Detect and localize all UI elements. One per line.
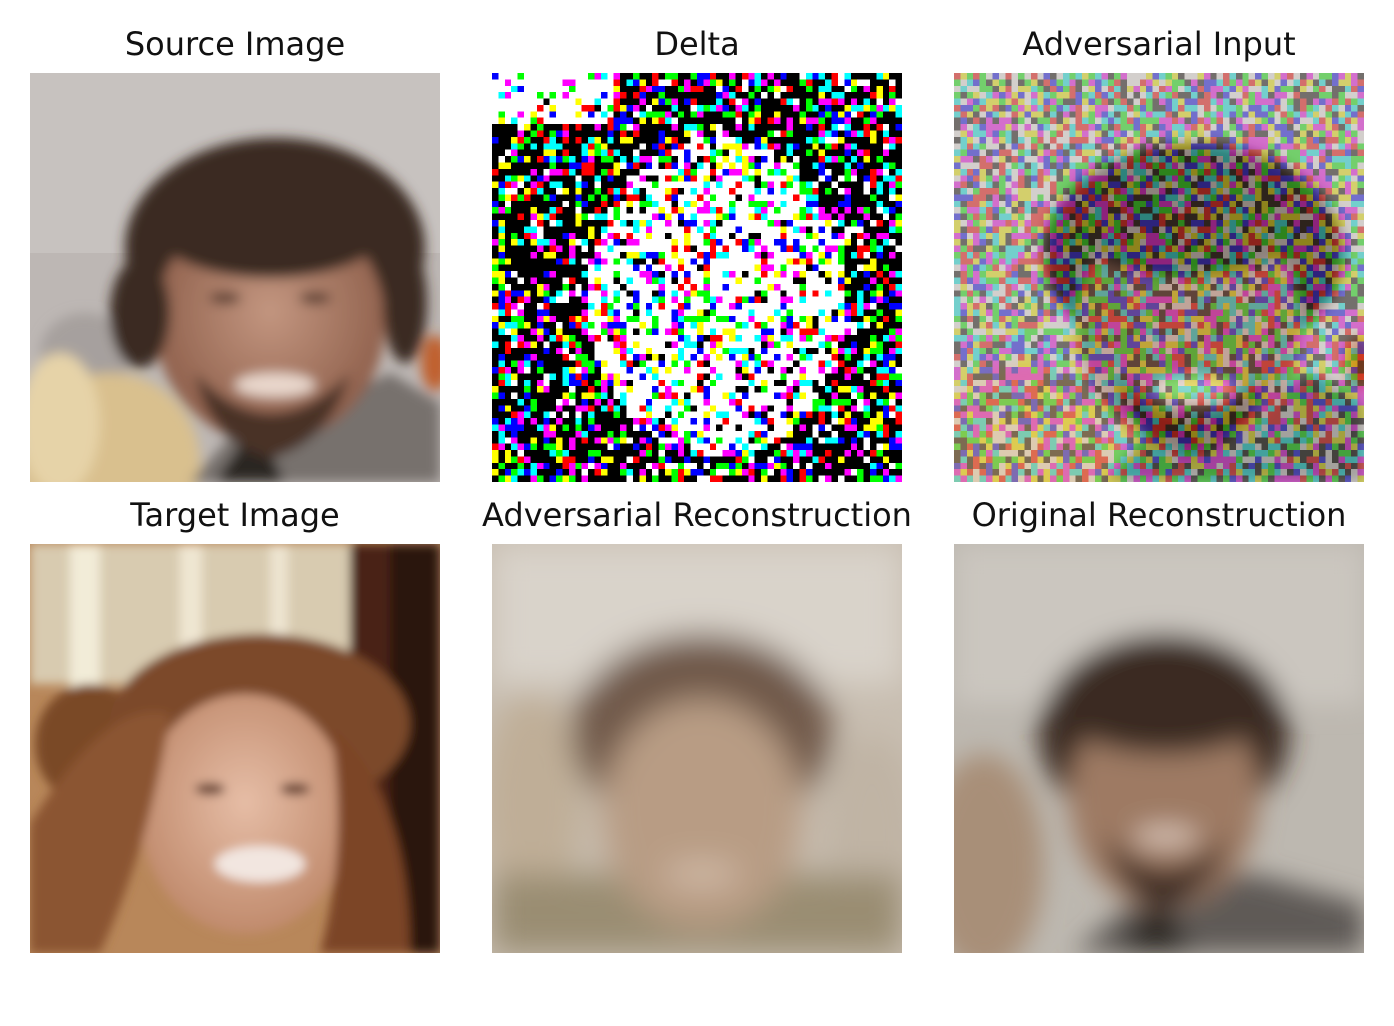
panel-title: Adversarial Input — [1022, 25, 1296, 63]
panel-title: Adversarial Reconstruction — [482, 496, 912, 534]
panel-title: Source Image — [124, 25, 346, 63]
delta-noise-image — [492, 73, 902, 482]
panel-title: Target Image — [130, 496, 340, 534]
panel-source-image: Source Image — [30, 25, 440, 482]
adversarial-input-image — [954, 73, 1364, 482]
panel-adversarial-input: Adversarial Input — [954, 25, 1364, 482]
adversarial-reconstruction-image — [492, 544, 902, 953]
panel-delta: Delta — [492, 25, 902, 482]
adversarial-noise-overlay — [954, 73, 1364, 482]
target-image — [30, 544, 440, 953]
panel-original-reconstruction: Original Reconstruction — [954, 496, 1364, 953]
original-reconstruction-image — [954, 544, 1364, 953]
panel-target-image: Target Image — [30, 496, 440, 953]
panel-title: Original Reconstruction — [971, 496, 1347, 534]
source-image — [30, 73, 440, 482]
panel-title: Delta — [654, 25, 740, 63]
panel-adversarial-reconstruction: Adversarial Reconstruction — [482, 496, 912, 953]
